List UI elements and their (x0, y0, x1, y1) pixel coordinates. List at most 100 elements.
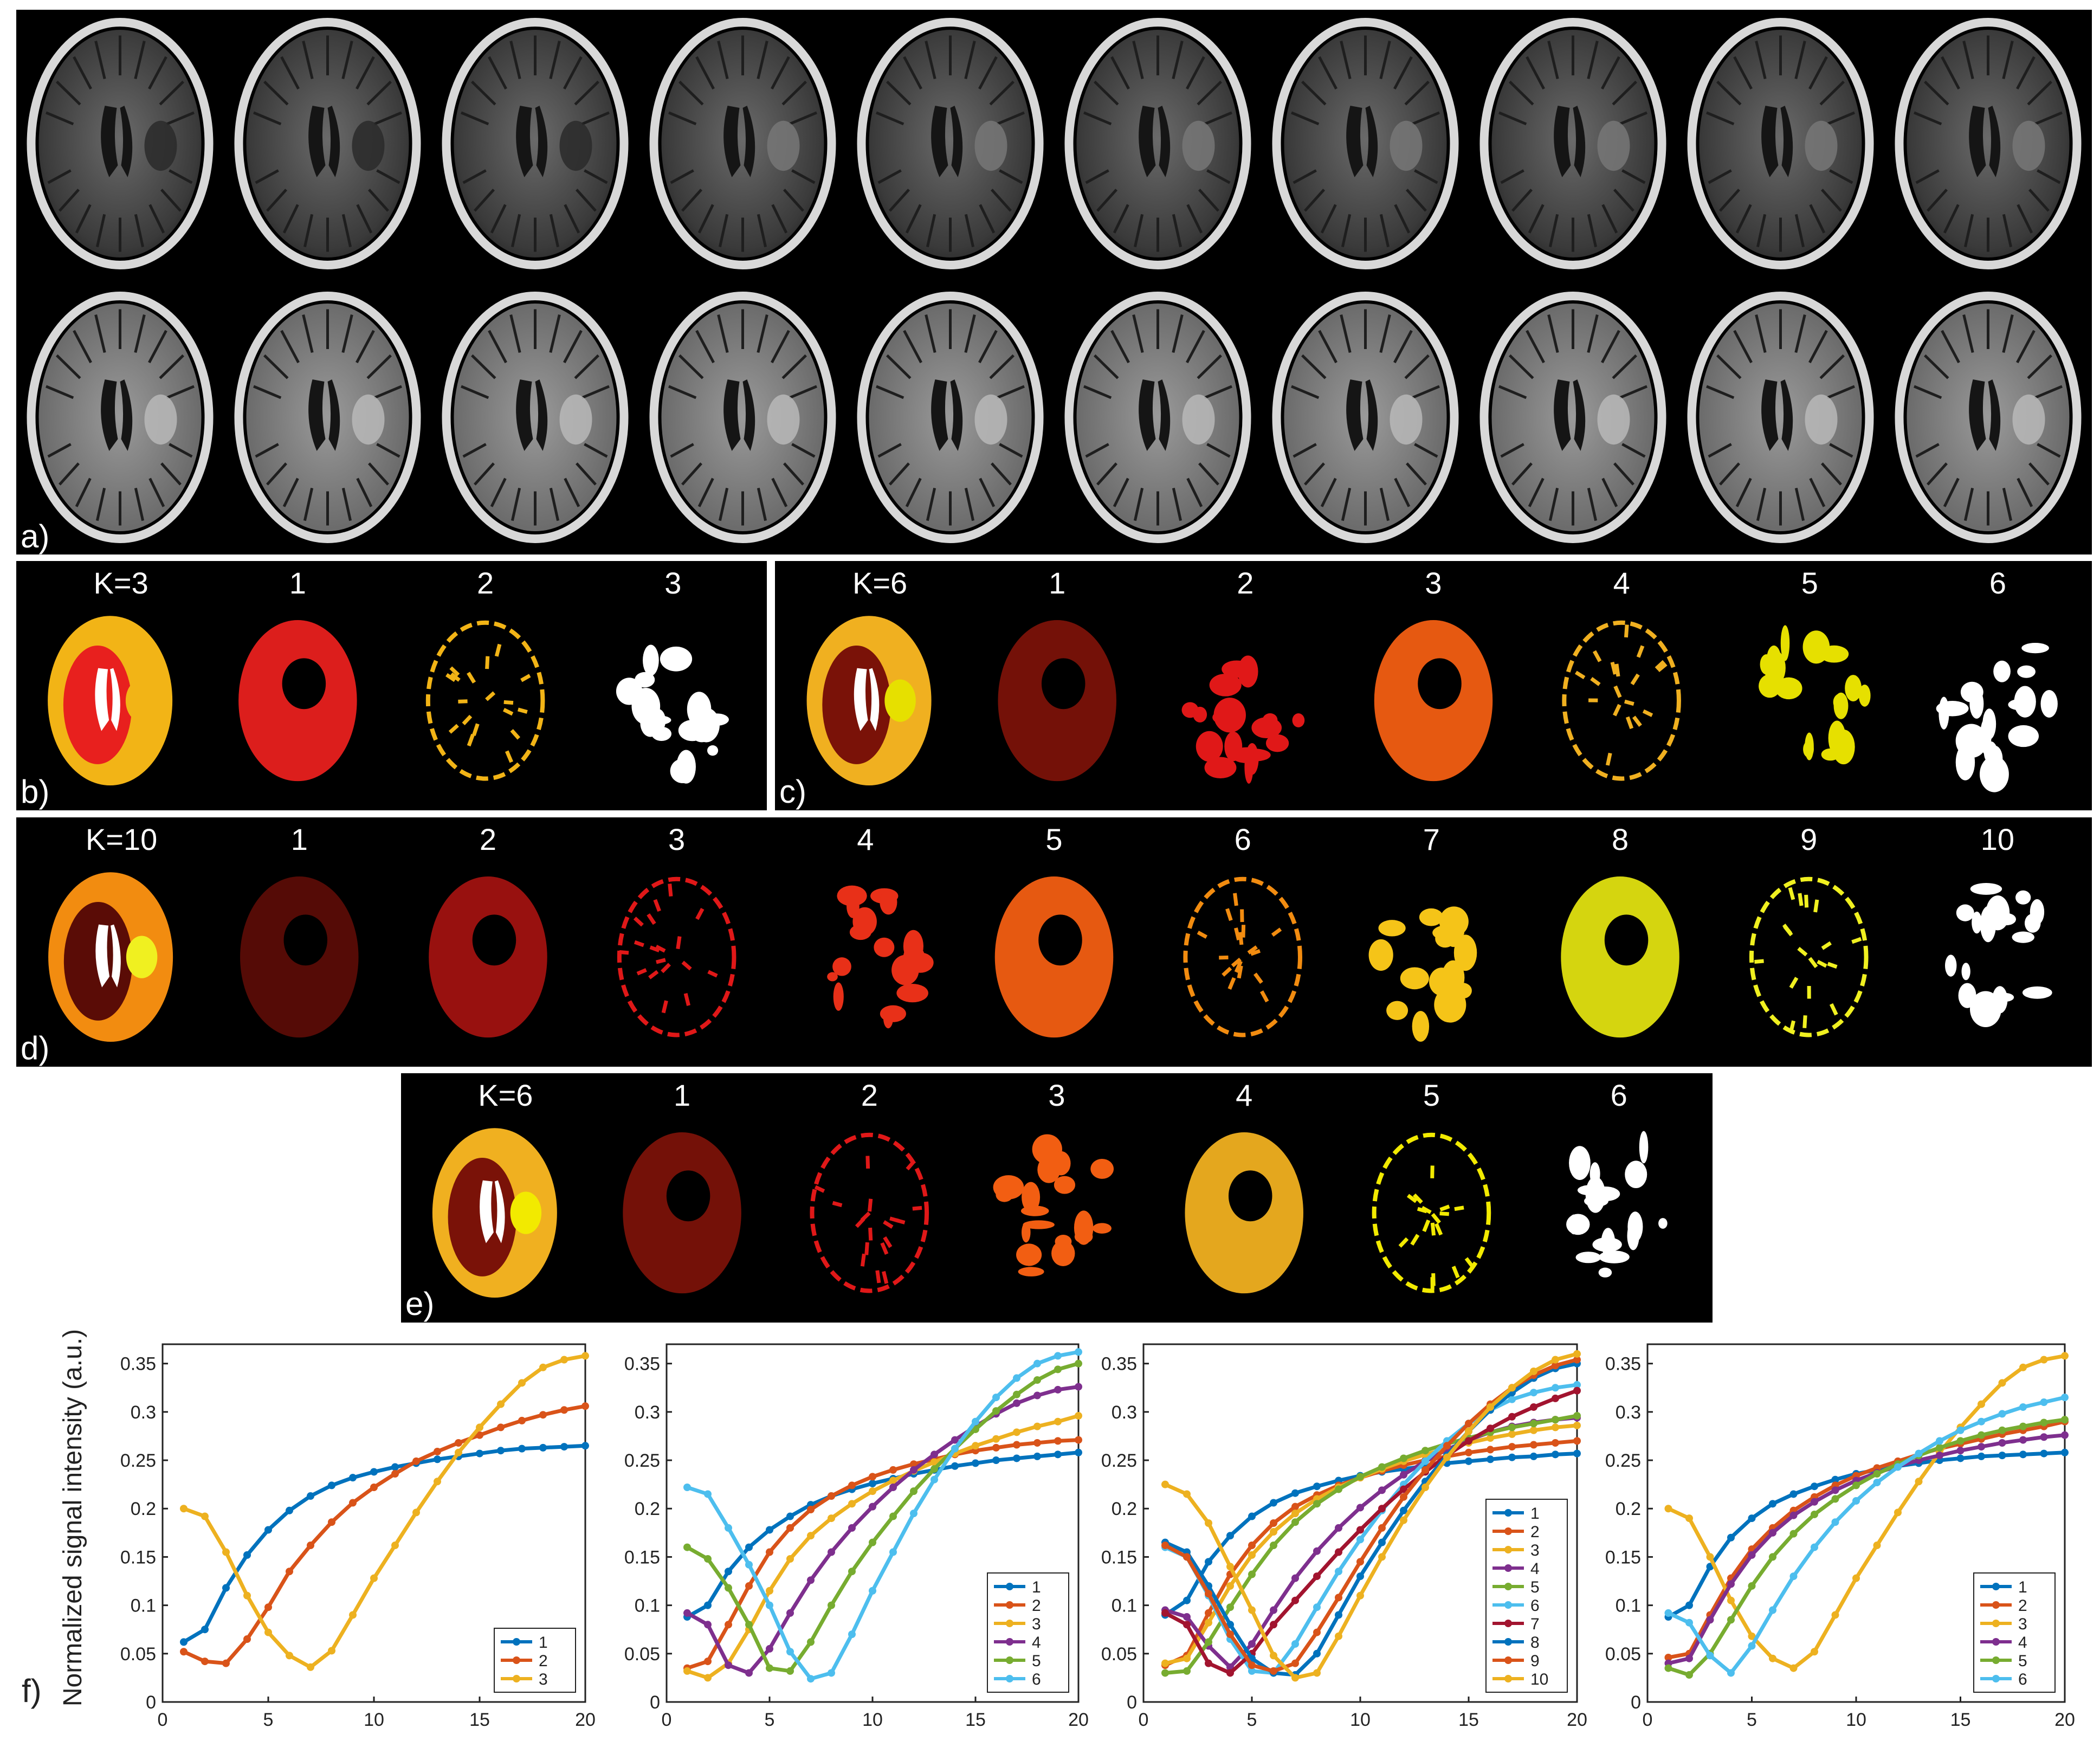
series-line-10 (1164, 1352, 1578, 1680)
x-tick-label: 0 (1139, 1710, 1149, 1730)
legend-entry: 2 (539, 1652, 548, 1670)
x-tick-label: 10 (1350, 1710, 1371, 1730)
panel-d: K=10 1 2 3 4 5 6 7 8 9 10 d) (16, 817, 2092, 1067)
series-point (1789, 1511, 1798, 1519)
series-point (1054, 1385, 1062, 1394)
legend-entry: 3 (539, 1671, 548, 1688)
series-point (910, 1466, 917, 1474)
series-point (1769, 1553, 1776, 1561)
series-point (1313, 1547, 1321, 1555)
series-point (1789, 1572, 1798, 1581)
legend-entry: 7 (1530, 1615, 1540, 1633)
series-point (1487, 1446, 1494, 1454)
series-point (786, 1667, 794, 1675)
combined-cluster-map (48, 616, 173, 785)
y-tick-label: 0.1 (131, 1596, 156, 1616)
series-point (828, 1548, 835, 1556)
series-point (539, 1363, 547, 1371)
series-point (1270, 1667, 1277, 1675)
series-point (264, 1603, 272, 1611)
series-point (201, 1626, 209, 1634)
panel-e-label: e) (405, 1286, 434, 1322)
series-point (848, 1524, 856, 1532)
cluster-map (623, 1132, 741, 1294)
series-point (1552, 1416, 1559, 1424)
series-point (1075, 1436, 1082, 1444)
series-point (1033, 1452, 1041, 1460)
series-point (1936, 1452, 1943, 1460)
mri-frame (1272, 18, 1459, 269)
series-point (1956, 1426, 1965, 1434)
series-point (1054, 1450, 1062, 1459)
series-point (1226, 1621, 1234, 1629)
series-point (1552, 1362, 1559, 1370)
x-tick-label: 10 (364, 1710, 384, 1730)
y-tick-label: 0 (1631, 1692, 1641, 1713)
mri-frame (234, 292, 421, 543)
series-point (2040, 1418, 2048, 1427)
series-point (476, 1423, 483, 1432)
series-point (869, 1487, 876, 1495)
series-point (476, 1449, 483, 1458)
series-point (1400, 1516, 1407, 1524)
series-point (1356, 1536, 1364, 1544)
series-point (1978, 1400, 1985, 1408)
series-point (1685, 1619, 1693, 1627)
series-point (1054, 1365, 1062, 1374)
series-point (1978, 1443, 1985, 1451)
series-point (1183, 1613, 1191, 1621)
cluster-map (1374, 620, 1493, 782)
series-point (1356, 1526, 1364, 1534)
y-tick-label: 0.15 (120, 1547, 156, 1568)
y-tick-label: 0.35 (624, 1354, 660, 1375)
series-point (1811, 1543, 1818, 1551)
series-point (1183, 1553, 1191, 1561)
series-point (725, 1661, 732, 1669)
series-point (1552, 1384, 1559, 1392)
series-point (1183, 1667, 1191, 1675)
series-point (1270, 1528, 1277, 1536)
series-point (1664, 1505, 1672, 1513)
series-point (1400, 1454, 1407, 1462)
series-point (889, 1476, 897, 1485)
series-point (869, 1538, 876, 1546)
series-point (560, 1443, 568, 1451)
cluster-map (1945, 883, 2052, 1027)
legend-entry: 1 (1530, 1505, 1540, 1523)
series-point (1530, 1441, 1537, 1449)
y-tick-label: 0.1 (1112, 1596, 1137, 1616)
series-point (951, 1436, 959, 1444)
mri-frame (1064, 18, 1251, 269)
series-point (1248, 1667, 1256, 1675)
series-point (1335, 1524, 1342, 1532)
series-line-8 (1164, 1362, 1578, 1677)
series-point (1573, 1356, 1581, 1364)
series-point (328, 1518, 335, 1526)
series-point (1400, 1471, 1407, 1479)
series-point (725, 1524, 732, 1532)
series-point (1530, 1426, 1537, 1434)
series-point (1894, 1463, 1902, 1471)
series-point (434, 1478, 441, 1486)
series-point (1978, 1417, 1985, 1426)
series-point (725, 1568, 732, 1576)
series-point (1183, 1490, 1191, 1498)
series-point (1769, 1529, 1776, 1537)
series-point (1013, 1428, 1020, 1436)
series-point (1161, 1659, 1169, 1667)
series-point (1508, 1430, 1516, 1438)
series-point (1356, 1558, 1364, 1566)
series-point (1530, 1452, 1537, 1460)
series-point (434, 1448, 441, 1455)
series-point (307, 1542, 314, 1550)
series-point (766, 1645, 773, 1653)
y-tick-label: 0.2 (131, 1499, 156, 1519)
series-point (1508, 1413, 1516, 1421)
series-point (1831, 1495, 1839, 1503)
cluster-map (1368, 906, 1477, 1042)
series-point (1978, 1452, 1985, 1460)
y-tick-label: 0.3 (131, 1402, 156, 1423)
x-tick-label: 15 (469, 1710, 490, 1730)
series-point (869, 1473, 876, 1481)
